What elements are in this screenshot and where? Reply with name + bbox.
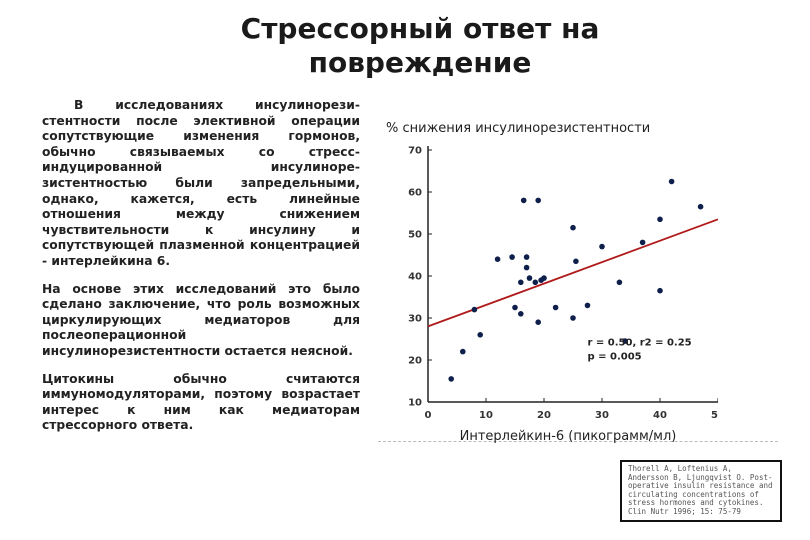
- data-point: [541, 275, 547, 281]
- paragraph-intro: В исследованиях инсулинорези-стентности …: [42, 98, 360, 268]
- data-point: [552, 304, 559, 311]
- data-point: [570, 224, 576, 231]
- divider-line: [378, 441, 778, 442]
- data-point: [523, 264, 530, 271]
- paragraph-cytokines: Цитокины обычно считаются иммуномодулято…: [42, 371, 360, 433]
- data-point: [460, 348, 466, 355]
- chart-axes: [427, 146, 718, 403]
- stat-label: p = 0.005: [588, 351, 642, 362]
- data-point: [657, 216, 663, 223]
- y-tick-label: 70: [408, 146, 422, 157]
- reference-box: Thorell A, Loftenius A, Andersson B, Lju…: [620, 460, 782, 522]
- data-point: [639, 239, 646, 246]
- y-tick-label: 40: [408, 272, 422, 283]
- y-tick-label: 60: [408, 188, 422, 199]
- data-point: [535, 319, 541, 325]
- data-point: [616, 279, 623, 286]
- scatter-chart: % снижения инсулинорезистентности 10 20 30…: [386, 121, 718, 444]
- x-tick-label: 0: [425, 410, 432, 421]
- data-point: [512, 304, 518, 311]
- regression-line: [427, 218, 718, 328]
- data-point: [573, 258, 579, 265]
- data-point: [523, 254, 530, 260]
- chart-trendline-group: [427, 218, 718, 328]
- x-axis-label: Интерлейкин-6 (пикограмм/мл): [460, 429, 677, 444]
- data-point: [494, 256, 501, 262]
- chart-title: % снижения инсулинорезистентности: [386, 121, 650, 136]
- data-point: [477, 332, 483, 338]
- data-point: [697, 203, 704, 210]
- data-point: [532, 279, 539, 286]
- paragraph-conclusion: На основе этих исследований это было сде…: [42, 281, 360, 358]
- x-tick-label: 40: [653, 410, 667, 421]
- x-tick-label: 50: [711, 410, 718, 421]
- y-tick-label: 50: [408, 230, 422, 241]
- data-point: [471, 306, 478, 313]
- stat-label: r = 0.50, r2 = 0.25: [588, 337, 692, 348]
- data-point: [657, 287, 663, 294]
- data-point: [622, 338, 628, 344]
- data-point: [509, 254, 515, 260]
- chart-stats: r = 0.50, r2 = 0.25 p = 0.005: [588, 337, 692, 362]
- x-tick-label: 30: [595, 410, 609, 421]
- data-point: [526, 275, 533, 281]
- data-point: [584, 302, 591, 309]
- data-point: [570, 315, 576, 321]
- chart-points: [448, 178, 704, 382]
- x-tick-label: 10: [479, 410, 493, 421]
- data-point: [599, 243, 605, 250]
- y-tick-label: 10: [408, 398, 422, 409]
- data-point: [518, 311, 524, 317]
- data-point: [535, 197, 541, 204]
- y-tick-label: 20: [408, 356, 422, 367]
- slide-title: Стрессорный ответ на повреждение: [240, 12, 600, 79]
- data-point: [448, 376, 454, 382]
- data-point: [668, 178, 675, 185]
- y-tick-label: 30: [408, 314, 422, 325]
- text-column: В исследованиях инсулинорези-стентности …: [42, 98, 360, 446]
- x-tick-label: 20: [537, 410, 551, 421]
- data-point: [520, 197, 527, 204]
- chart-ticks: 1020304050607001020304050: [408, 146, 718, 421]
- data-point: [518, 279, 524, 286]
